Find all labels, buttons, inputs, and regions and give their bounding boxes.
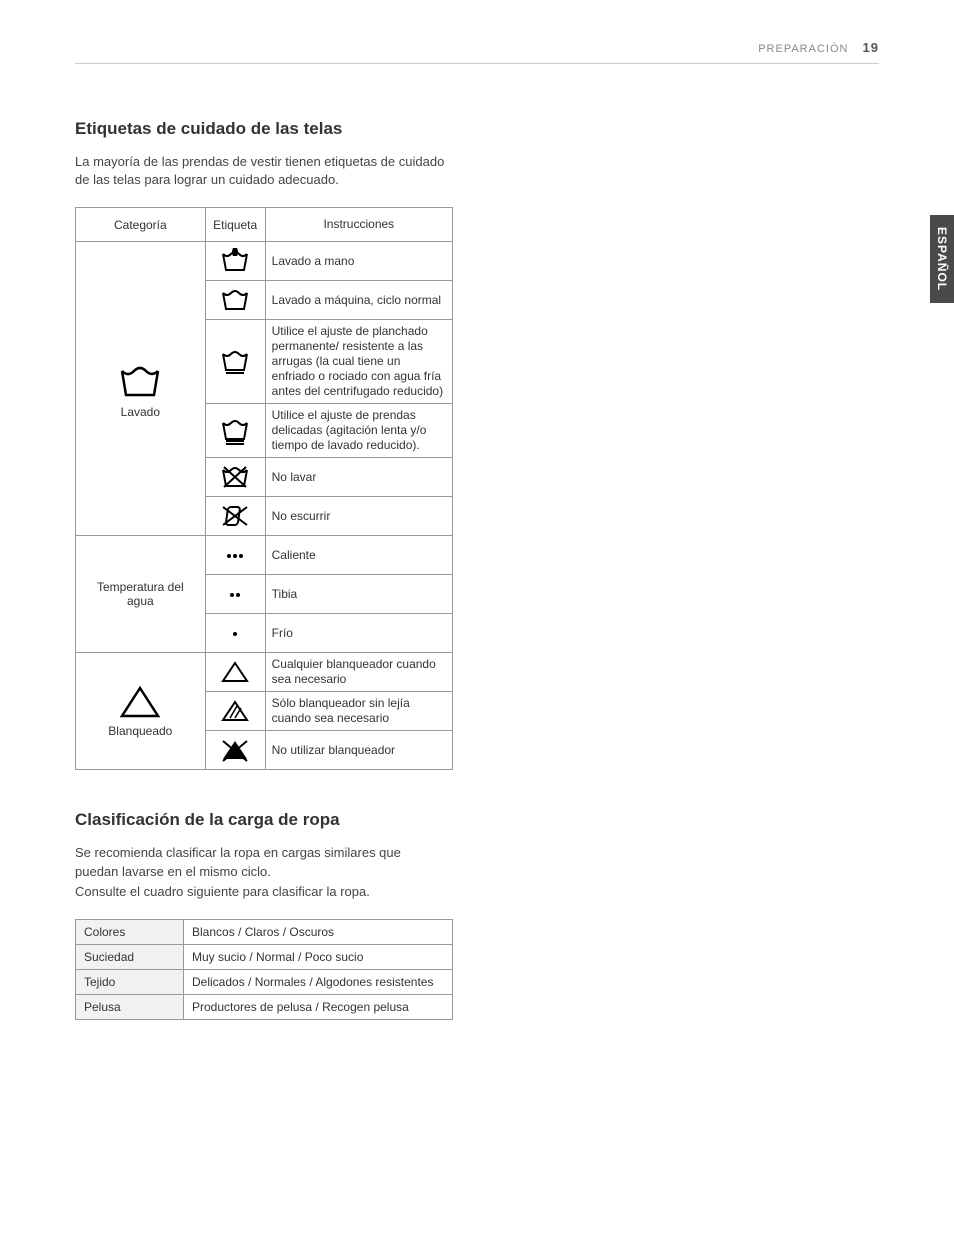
instruction-text: Caliente	[265, 536, 452, 575]
instruction-text: Frío	[265, 614, 452, 653]
no-wash-icon	[219, 462, 251, 492]
non-chlorine-bleach-icon	[219, 696, 251, 726]
instruction-text: Utilice el ajuste de planchado permanent…	[265, 320, 452, 404]
no-wring-icon	[219, 501, 251, 531]
sort-key: Suciedad	[76, 944, 184, 969]
table-row: Blanqueado Cualquier blanqueador cuando …	[76, 653, 453, 692]
table-row: Suciedad Muy sucio / Normal / Poco sucio	[76, 944, 453, 969]
category-label: Temperatura del agua	[97, 580, 184, 608]
instruction-text: No utilizar blanqueador	[265, 731, 452, 770]
sort-value: Delicados / Normales / Algodones resiste…	[184, 969, 453, 994]
category-cell-bleach: Blanqueado	[76, 653, 206, 770]
instruction-text: No lavar	[265, 458, 452, 497]
instruction-text: No escurrir	[265, 497, 452, 536]
table-row: Tejido Delicados / Normales / Algodones …	[76, 969, 453, 994]
section2-intro1: Se recomienda clasificar la ropa en carg…	[75, 844, 445, 880]
bleach-triangle-icon	[120, 684, 160, 718]
page-header: PREPARACIÓN 19	[75, 40, 879, 64]
instruction-text: Tibia	[265, 575, 452, 614]
category-label: Lavado	[121, 405, 160, 419]
sort-key: Tejido	[76, 969, 184, 994]
category-cell-lavado: Lavado	[76, 242, 206, 536]
care-labels-table: Categoría Etiqueta Instrucciones Lavado …	[75, 207, 453, 770]
category-cell-temp: Temperatura del agua	[76, 536, 206, 653]
page-number: 19	[863, 40, 879, 55]
language-tab: ESPAÑOL	[930, 215, 954, 303]
no-bleach-icon	[219, 735, 251, 765]
sort-key: Colores	[76, 919, 184, 944]
sorting-table: Colores Blancos / Claros / Oscuros Sucie…	[75, 919, 453, 1020]
delicate-icon	[219, 415, 251, 447]
instruction-text: Lavado a máquina, ciclo normal	[265, 281, 452, 320]
instruction-text: Lavado a mano	[265, 242, 452, 281]
category-label: Blanqueado	[108, 724, 172, 738]
instruction-text: Cualquier blanqueador cuando sea necesar…	[265, 653, 452, 692]
section-name: PREPARACIÓN	[758, 43, 848, 55]
th-instructions: Instrucciones	[265, 208, 452, 242]
section1-title: Etiquetas de cuidado de las telas	[75, 119, 879, 139]
perm-press-icon	[219, 346, 251, 378]
sort-value: Productores de pelusa / Recogen pelusa	[184, 994, 453, 1019]
hot-dots-icon	[219, 540, 251, 570]
machine-wash-icon	[219, 285, 251, 315]
section2-title: Clasificación de la carga de ropa	[75, 810, 879, 830]
any-bleach-icon	[219, 657, 251, 687]
cold-dot-icon	[219, 618, 251, 648]
table-row: Colores Blancos / Claros / Oscuros	[76, 919, 453, 944]
section2-intro2: Consulte el cuadro siguiente para clasif…	[75, 883, 445, 901]
table-row: Lavado Lavado a mano	[76, 242, 453, 281]
table-row: Pelusa Productores de pelusa / Recogen p…	[76, 994, 453, 1019]
table-row: Temperatura del agua Caliente	[76, 536, 453, 575]
th-label: Etiqueta	[205, 208, 265, 242]
sort-value: Muy sucio / Normal / Poco sucio	[184, 944, 453, 969]
th-category: Categoría	[76, 208, 206, 242]
section1-intro: La mayoría de las prendas de vestir tien…	[75, 153, 445, 189]
sort-key: Pelusa	[76, 994, 184, 1019]
instruction-text: Sólo blanqueador sin lejía cuando sea ne…	[265, 692, 452, 731]
sort-value: Blancos / Claros / Oscuros	[184, 919, 453, 944]
warm-dots-icon	[219, 579, 251, 609]
instruction-text: Utilice el ajuste de prendas delicadas (…	[265, 404, 452, 458]
wash-tub-icon	[116, 359, 164, 399]
hand-wash-icon	[219, 246, 251, 276]
